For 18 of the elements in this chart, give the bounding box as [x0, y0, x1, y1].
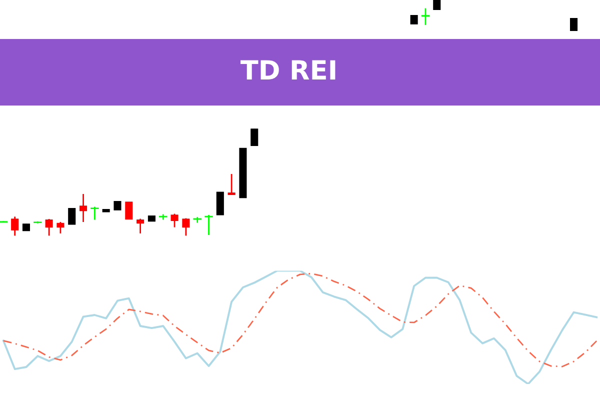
candlestick [170, 213, 178, 228]
candlestick [136, 218, 144, 234]
candlestick [204, 214, 213, 236]
candlestick [433, 0, 441, 10]
candlestick [421, 8, 430, 26]
candlestick [228, 173, 236, 196]
candlestick [80, 193, 88, 223]
text: TD REI [240, 60, 336, 80]
candlestick [125, 202, 133, 220]
candlestick [250, 128, 258, 146]
candlestick [11, 216, 19, 236]
candlestick [45, 218, 53, 236]
candlestick [90, 206, 99, 220]
candlestick [570, 18, 578, 31]
candlestick [216, 192, 224, 216]
candlestick [182, 218, 190, 236]
candlestick [56, 221, 64, 234]
candlestick [68, 208, 76, 225]
